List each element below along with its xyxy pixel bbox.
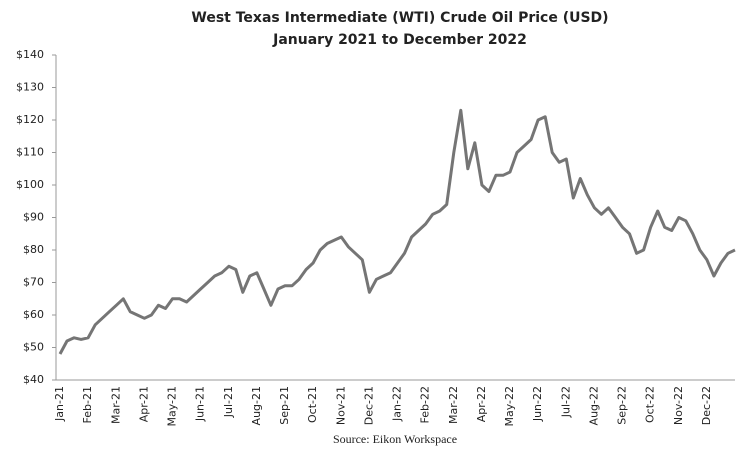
x-tick-label: Feb-22 (419, 386, 432, 423)
x-tick-label: Jun-22 (531, 386, 544, 422)
y-tick-label: $120 (16, 113, 44, 126)
y-tick-label: $50 (23, 341, 44, 354)
x-tick-label: Aug-22 (587, 386, 600, 425)
y-tick-label: $90 (23, 211, 44, 224)
y-tick-label: $130 (16, 81, 44, 94)
x-tick-label: Aug-21 (250, 386, 263, 425)
x-tick-label: May-21 (166, 386, 179, 427)
x-tick-label: Jun-21 (194, 386, 207, 422)
x-tick-label: Jan-21 (53, 386, 66, 422)
x-tick-label: Apr-22 (475, 386, 488, 422)
x-tick-label: Sep-21 (278, 386, 291, 425)
x-tick-label: Mar-21 (109, 386, 122, 424)
x-tick-label: May-22 (503, 386, 516, 427)
price-line (58, 108, 736, 355)
x-tick-label: Sep-22 (616, 386, 629, 425)
y-tick-label: $70 (23, 276, 44, 289)
source-note: Source: Eikon Workspace (333, 432, 457, 446)
x-tick-label: Dec-21 (362, 386, 375, 425)
chart-title: West Texas Intermediate (WTI) Crude Oil … (191, 10, 608, 26)
x-tick-label: Jan-22 (391, 386, 404, 422)
x-tick-label: Nov-21 (334, 386, 347, 425)
y-tick-label: $140 (16, 48, 44, 61)
y-tick-label: $100 (16, 178, 44, 191)
x-tick-label: Dec-22 (700, 386, 713, 425)
x-tick-label: Mar-22 (447, 386, 460, 424)
x-tick-label: Jul-22 (559, 386, 572, 418)
y-tick-label: $110 (16, 146, 44, 159)
x-tick-label: Nov-22 (672, 386, 685, 425)
chart-subtitle: January 2021 to December 2022 (272, 32, 527, 48)
y-tick-label: $40 (23, 373, 44, 386)
x-tick-label: Jul-21 (222, 386, 235, 418)
y-tick-label: $60 (23, 308, 44, 321)
x-tick-label: Oct-22 (644, 386, 657, 423)
y-tick-label: $80 (23, 243, 44, 256)
x-tick-label: Oct-21 (306, 386, 319, 423)
x-tick-label: Feb-21 (81, 386, 94, 423)
x-tick-label: Apr-21 (137, 386, 150, 422)
